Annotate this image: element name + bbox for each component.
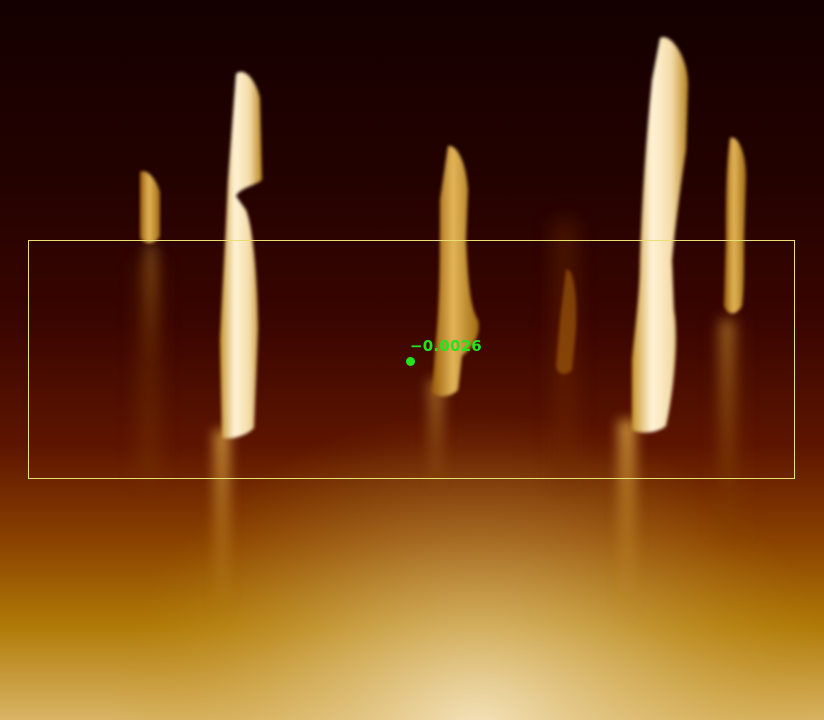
measurement-point-marker[interactable] (406, 357, 415, 366)
measurement-value-label: −0.0026 (410, 337, 482, 355)
selection-rectangle[interactable] (28, 240, 795, 479)
